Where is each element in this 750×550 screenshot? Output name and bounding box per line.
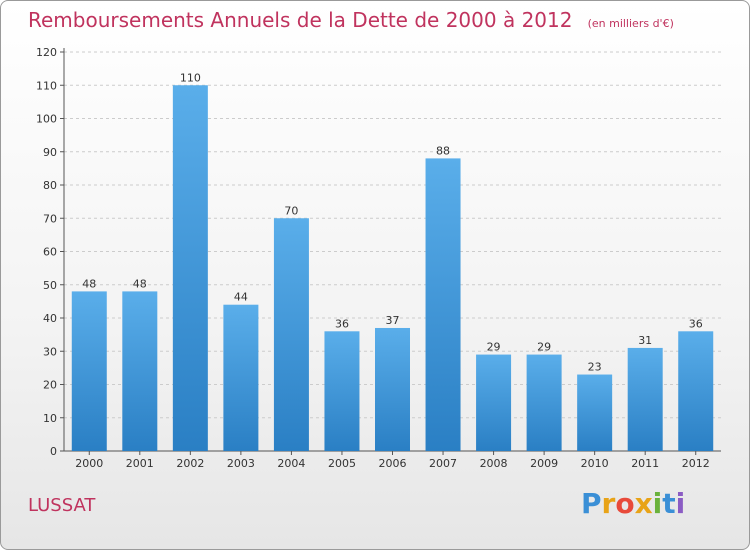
y-tick-label-110: 110 (36, 79, 57, 92)
bar-2003 (223, 304, 259, 451)
bar-2005 (324, 331, 360, 451)
y-tick-label-20: 20 (43, 379, 57, 392)
y-tick-label-50: 50 (43, 279, 57, 292)
x-tick-label-2006: 2006 (379, 457, 407, 470)
bar-2006 (375, 327, 410, 451)
proxiti-logo: Proxiti (581, 487, 685, 520)
value-label-2010: 23 (588, 361, 602, 374)
x-tick-label-2010: 2010 (581, 457, 609, 470)
y-tick-label-80: 80 (43, 179, 57, 192)
y-tick-label-40: 40 (43, 312, 57, 325)
logo-letter: x (634, 487, 653, 520)
logo-letter: P (581, 487, 602, 520)
x-tick-label-2007: 2007 (429, 457, 457, 470)
y-tick-label-60: 60 (43, 246, 57, 259)
logo-letter: t (662, 487, 676, 520)
bar-2009 (526, 354, 562, 451)
y-tick-label-120: 120 (36, 46, 57, 59)
y-tick-label-30: 30 (43, 345, 57, 358)
x-tick-label-2005: 2005 (328, 457, 356, 470)
bar-2012 (678, 331, 714, 451)
x-tick-label-2004: 2004 (277, 457, 305, 470)
bar-2002 (172, 85, 208, 451)
x-tick-label-2000: 2000 (75, 457, 103, 470)
y-tick-label-100: 100 (36, 113, 57, 126)
logo-letter: i (675, 487, 686, 520)
value-label-2009: 29 (537, 341, 551, 354)
value-label-2005: 36 (335, 317, 349, 330)
labels: 0 10 20 30 40 50 60 70 80 90 100 110 120 48 2000 48 2001… (36, 46, 710, 470)
bar-2007 (425, 158, 461, 451)
value-label-2001: 48 (133, 277, 147, 290)
y-tick-label-70: 70 (43, 212, 57, 225)
bar-2011 (627, 347, 663, 451)
value-label-2000: 48 (82, 277, 96, 290)
y-tick-label-0: 0 (50, 445, 57, 458)
commune-name: LUSSAT (28, 495, 96, 516)
chart-unit-note: (en milliers d'€) (587, 17, 674, 30)
x-tick-label-2011: 2011 (631, 457, 659, 470)
y-tick-label-90: 90 (43, 146, 57, 159)
bar-2008 (476, 354, 512, 451)
x-tick-label-2009: 2009 (530, 457, 558, 470)
chart-title: Remboursements Annuels de la Dette de 20… (28, 8, 573, 32)
x-tick-label-2003: 2003 (227, 457, 255, 470)
value-label-2004: 70 (284, 204, 298, 217)
value-label-2007: 88 (436, 144, 450, 157)
logo-letter: r (601, 487, 616, 520)
x-tick-label-2012: 2012 (682, 457, 710, 470)
bar-2000 (71, 291, 107, 451)
logo-letter: o (615, 487, 635, 520)
value-label-2012: 36 (689, 317, 703, 330)
bar-2010 (577, 374, 613, 451)
value-label-2003: 44 (234, 291, 248, 304)
y-tick-label-10: 10 (43, 412, 57, 425)
bar-2001 (122, 291, 158, 451)
chart-title-row: Remboursements Annuels de la Dette de 20… (28, 8, 674, 32)
x-tick-label-2008: 2008 (480, 457, 508, 470)
x-tick-label-2001: 2001 (126, 457, 154, 470)
x-tick-label-2002: 2002 (176, 457, 204, 470)
value-label-2008: 29 (487, 341, 501, 354)
value-label-2002: 110 (180, 71, 201, 84)
value-label-2011: 31 (638, 334, 652, 347)
value-label-2006: 37 (386, 314, 400, 327)
bars (71, 85, 714, 451)
logo-letter: i (652, 487, 663, 520)
bar-2004 (273, 218, 309, 451)
